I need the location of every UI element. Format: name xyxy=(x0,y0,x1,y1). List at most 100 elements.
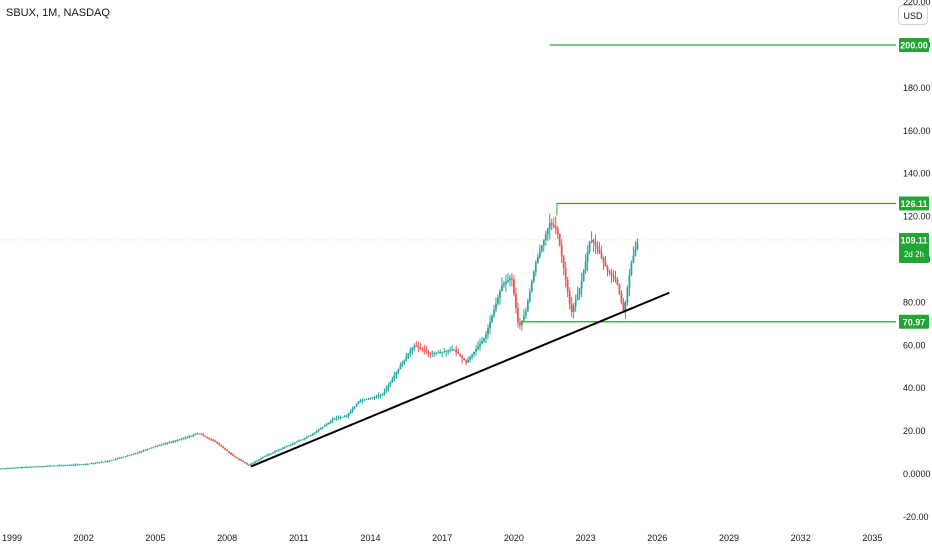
candle-body xyxy=(260,458,262,460)
candle-body xyxy=(206,436,209,438)
candle-body xyxy=(186,436,189,438)
y-tick-label: 140.00 xyxy=(903,169,931,179)
candle-body xyxy=(558,233,561,246)
candle-body xyxy=(415,345,418,347)
candle-body xyxy=(264,455,266,457)
candle-body xyxy=(58,465,61,467)
candle-body xyxy=(397,369,400,373)
candle-body xyxy=(443,351,446,353)
candle-body xyxy=(108,460,111,462)
candle-body xyxy=(48,465,51,467)
candle-body xyxy=(624,302,627,312)
candle-body xyxy=(244,462,246,464)
candle-body xyxy=(190,435,193,437)
candle-body xyxy=(588,241,591,252)
y-tick-label: 60.00 xyxy=(903,340,926,350)
candle-body xyxy=(112,459,115,461)
candle-body xyxy=(218,443,221,445)
candle-body xyxy=(465,360,467,363)
candle-body xyxy=(538,251,541,257)
candle-body xyxy=(540,245,543,252)
candle-body xyxy=(132,453,135,455)
candle-body xyxy=(194,434,197,436)
current-price-badge-bg xyxy=(899,232,929,263)
candle-body xyxy=(341,416,344,418)
candle-body xyxy=(377,395,380,397)
candle-body xyxy=(421,348,424,350)
candle-body xyxy=(140,451,143,452)
candle-body xyxy=(234,455,236,458)
x-tick-label: 2026 xyxy=(647,533,667,543)
candle-body xyxy=(405,356,408,360)
candle-body xyxy=(548,223,551,229)
candle-body xyxy=(27,466,29,468)
candle-body xyxy=(116,458,119,460)
candle-body xyxy=(511,278,513,280)
candle-body xyxy=(379,395,382,396)
y-tick-label: 80.00 xyxy=(903,297,926,307)
candle-body xyxy=(321,426,324,429)
candle-body xyxy=(479,343,481,347)
candle-body xyxy=(130,454,133,456)
candle-body xyxy=(580,281,583,289)
candle-body xyxy=(104,461,107,463)
level-badge-label: 126.11 xyxy=(900,199,927,209)
candle-body xyxy=(297,440,300,442)
candle-body xyxy=(204,435,207,437)
candle-body xyxy=(604,262,607,267)
candle-body xyxy=(433,353,436,354)
candle-body xyxy=(138,451,141,453)
level-badge-label: 200.00 xyxy=(900,41,928,51)
candle-body xyxy=(222,446,225,449)
candle-body xyxy=(361,399,364,401)
candle-body xyxy=(516,308,519,323)
candle-body xyxy=(102,461,105,463)
candle-body xyxy=(622,302,625,312)
candle-body xyxy=(556,228,559,234)
level-badge-bg xyxy=(899,314,929,329)
candle-body xyxy=(220,444,223,447)
candle-body xyxy=(509,278,511,280)
candle-body xyxy=(242,460,244,463)
candle-body xyxy=(285,446,288,448)
x-tick-label: 2035 xyxy=(862,533,882,543)
candle-body xyxy=(339,417,342,418)
candle-body xyxy=(124,456,127,458)
candle-body xyxy=(518,322,521,326)
candle-body xyxy=(0,468,1,470)
currency-button[interactable]: USD xyxy=(898,5,928,25)
candle-body xyxy=(72,464,75,466)
candles-layer xyxy=(0,213,639,470)
level-badge-label: 70.97 xyxy=(903,317,926,327)
candle-body xyxy=(168,442,171,444)
candle-body xyxy=(94,462,97,464)
candle-body xyxy=(367,398,370,400)
candle-body xyxy=(620,293,623,303)
candle-body xyxy=(250,463,252,466)
candle-body xyxy=(483,338,485,342)
candle-body xyxy=(279,448,282,450)
candle-body xyxy=(232,454,234,456)
candle-body xyxy=(634,249,637,256)
candle-body xyxy=(393,375,396,379)
candle-body xyxy=(224,448,227,450)
candle-body xyxy=(345,416,348,417)
candle-body xyxy=(254,461,256,463)
candle-body xyxy=(96,462,99,464)
candle-body xyxy=(371,397,374,399)
candle-body xyxy=(501,285,503,292)
candle-body xyxy=(554,226,557,229)
candle-body xyxy=(505,281,507,284)
candle-body xyxy=(353,406,356,409)
candle-body xyxy=(497,297,499,304)
candle-body xyxy=(277,449,280,451)
candle-body xyxy=(287,445,290,447)
candle-body xyxy=(566,279,569,292)
candle-body xyxy=(489,322,491,329)
candle-body xyxy=(347,413,350,417)
candle-body xyxy=(383,391,386,395)
candle-body xyxy=(128,455,131,457)
time-axis[interactable]: 1999 2002 2005 2008 2011 2014 2017 2020 2023 2026… xyxy=(2,533,882,543)
candle-body xyxy=(162,443,165,445)
